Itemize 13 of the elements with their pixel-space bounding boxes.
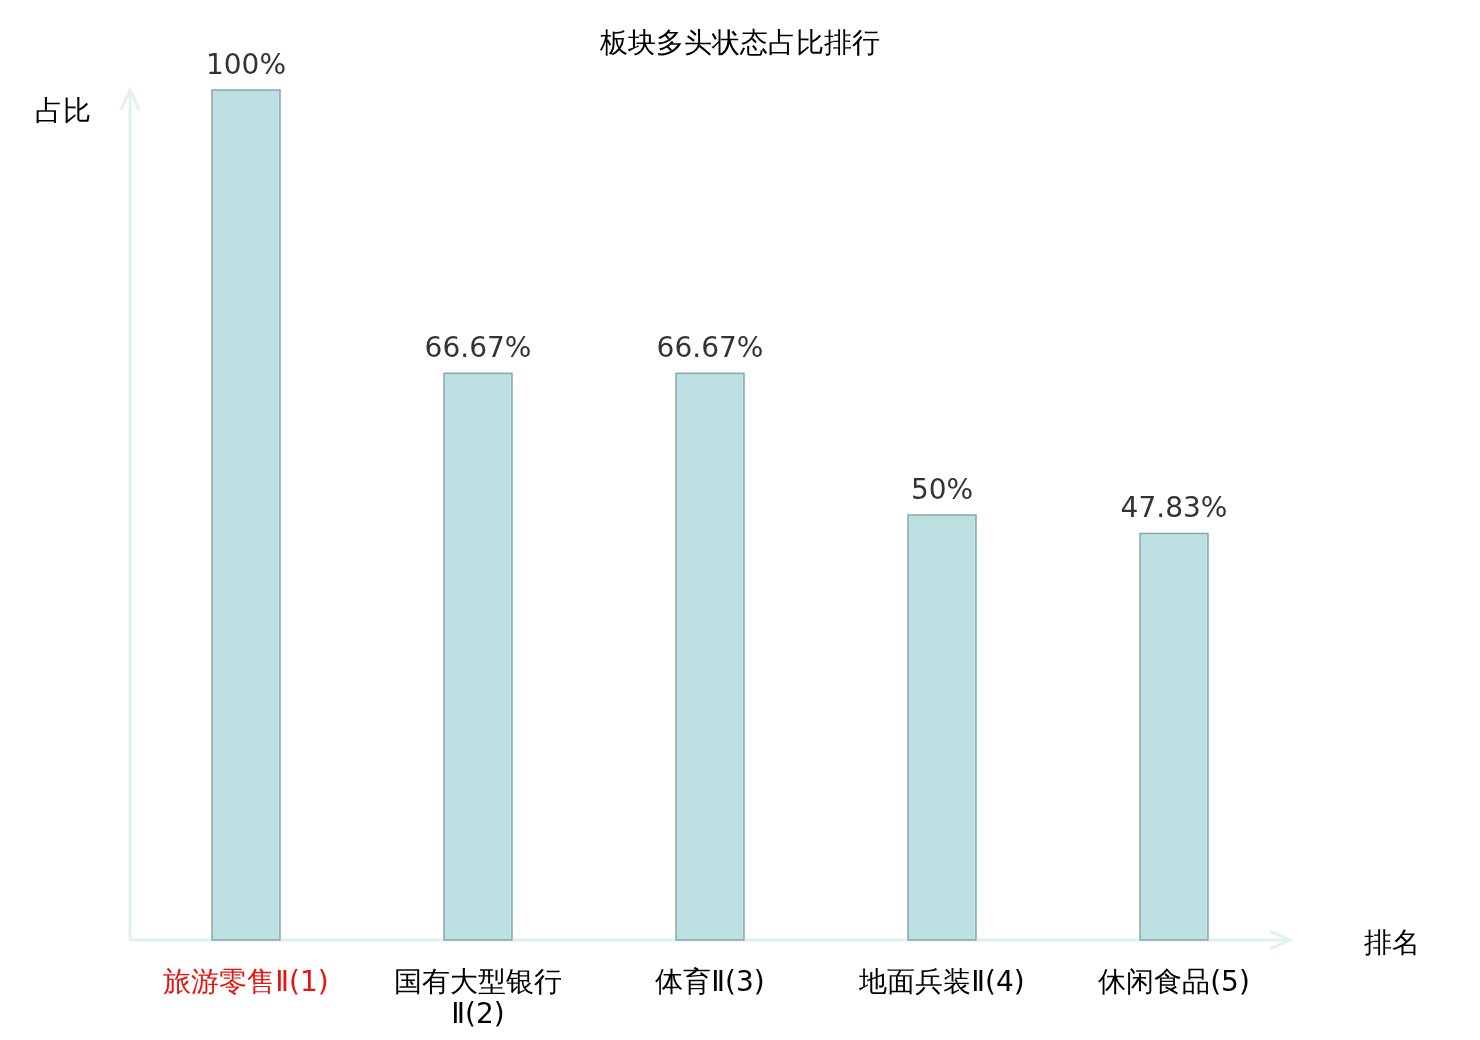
x-tick-label: 体育Ⅱ(3) [654,965,766,998]
data-label: 50% [910,473,974,506]
data-label: 66.67% [656,331,764,365]
x-axis-title: 排名 [1364,926,1420,959]
y-axis-title: 占比 [35,94,91,127]
x-tick-label: 休闲食品(5) [1097,965,1251,998]
x-tick-label: 地面兵装Ⅱ(4) [858,965,1026,998]
data-label: 66.67% [424,331,532,365]
x-tick-label: 旅游零售Ⅱ(1) [162,965,330,998]
chart-title: 板块多头状态占比排行 [599,26,880,59]
x-tick-label: 国有大型银行Ⅱ(2) [393,965,563,1030]
data-label: 100% [205,48,287,81]
data-label: 47.83% [1120,491,1228,525]
